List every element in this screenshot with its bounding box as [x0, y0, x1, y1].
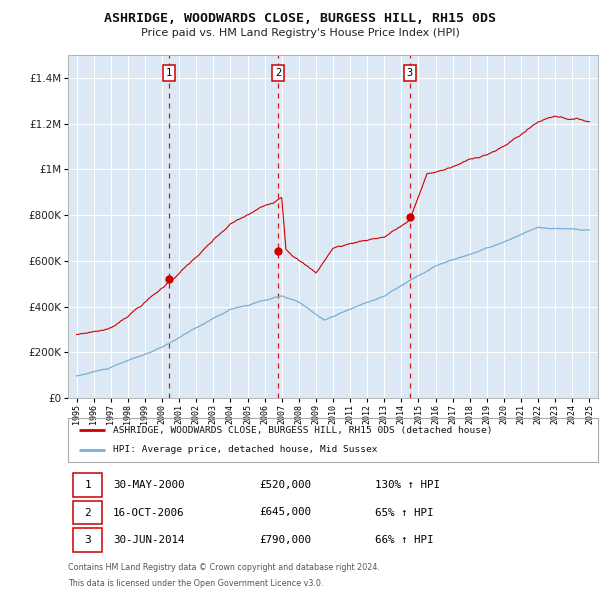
Text: HPI: Average price, detached house, Mid Sussex: HPI: Average price, detached house, Mid … [113, 445, 377, 454]
Text: 2: 2 [275, 68, 281, 78]
Text: £520,000: £520,000 [259, 480, 311, 490]
Bar [73, 473, 103, 497]
Text: 3: 3 [407, 68, 413, 78]
Text: 16-OCT-2006: 16-OCT-2006 [113, 507, 185, 517]
Text: 2: 2 [85, 507, 91, 517]
Text: 130% ↑ HPI: 130% ↑ HPI [376, 480, 440, 490]
Text: ASHRIDGE, WOODWARDS CLOSE, BURGESS HILL, RH15 0DS (detached house): ASHRIDGE, WOODWARDS CLOSE, BURGESS HILL,… [113, 426, 493, 435]
Text: 3: 3 [85, 535, 91, 545]
Text: 1: 1 [166, 68, 172, 78]
Text: This data is licensed under the Open Government Licence v3.0.: This data is licensed under the Open Gov… [68, 579, 323, 588]
Text: ASHRIDGE, WOODWARDS CLOSE, BURGESS HILL, RH15 0DS: ASHRIDGE, WOODWARDS CLOSE, BURGESS HILL,… [104, 12, 496, 25]
Text: 66% ↑ HPI: 66% ↑ HPI [376, 535, 434, 545]
Bar [73, 528, 103, 552]
Text: 1: 1 [85, 480, 91, 490]
Text: £645,000: £645,000 [259, 507, 311, 517]
Text: 65% ↑ HPI: 65% ↑ HPI [376, 507, 434, 517]
Text: 30-MAY-2000: 30-MAY-2000 [113, 480, 185, 490]
Text: Price paid vs. HM Land Registry's House Price Index (HPI): Price paid vs. HM Land Registry's House … [140, 28, 460, 38]
Text: Contains HM Land Registry data © Crown copyright and database right 2024.: Contains HM Land Registry data © Crown c… [68, 563, 380, 572]
Bar [73, 500, 103, 525]
Text: £790,000: £790,000 [259, 535, 311, 545]
Text: 30-JUN-2014: 30-JUN-2014 [113, 535, 185, 545]
